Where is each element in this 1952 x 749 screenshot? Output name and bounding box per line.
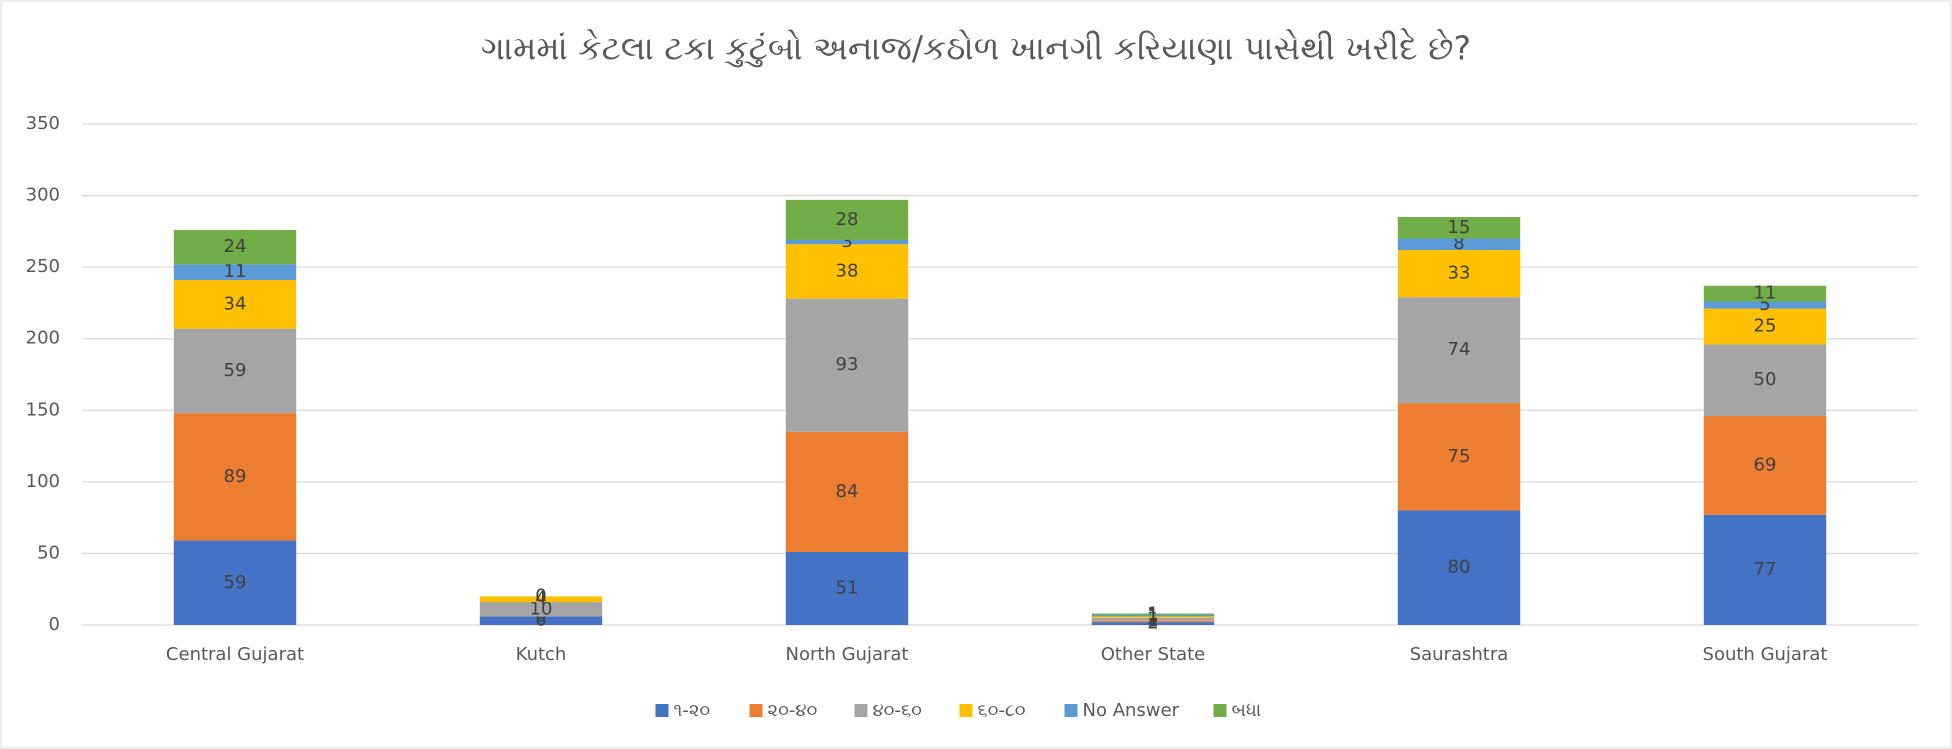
y-tick-label: 350 — [26, 113, 60, 134]
data-label: 89 — [224, 466, 247, 487]
data-label: 80 — [1448, 557, 1471, 578]
data-label: 69 — [1754, 454, 1777, 475]
legend-label: ૨૦-૪૦ — [768, 700, 818, 721]
bar-segment — [1397, 403, 1521, 511]
y-tick-label: 0 — [49, 614, 60, 635]
data-label: 0 — [535, 585, 546, 606]
bar-segment — [1091, 620, 1215, 623]
data-label: 33 — [1448, 263, 1471, 284]
bar-segment — [173, 229, 297, 265]
y-tick-label: 150 — [26, 399, 60, 420]
bar-segment — [1091, 622, 1215, 625]
legend-swatch — [1213, 704, 1227, 717]
bar-segment — [1091, 613, 1215, 615]
bar-segment — [785, 298, 909, 432]
y-tick-label: 100 — [26, 471, 60, 492]
y-tick-label: 300 — [26, 185, 60, 206]
data-label: 11 — [224, 261, 247, 282]
legend-swatch — [854, 704, 868, 717]
data-label: 50 — [1754, 369, 1777, 390]
y-tick-label: 250 — [26, 256, 60, 277]
legend-label: ૧-૨૦ — [674, 700, 711, 721]
bar-segment — [785, 199, 909, 240]
bar-segment — [173, 264, 297, 281]
x-tick-label: Saurashtra — [1410, 644, 1509, 665]
data-label: 84 — [836, 481, 859, 502]
bar-segment — [1703, 416, 1827, 515]
bar-segment — [479, 602, 603, 617]
bar-segment — [785, 551, 909, 625]
legend-swatch — [655, 704, 669, 717]
bar-segment — [1703, 344, 1827, 417]
bar-segment — [1703, 285, 1827, 302]
data-label: 74 — [1448, 339, 1471, 360]
bar-segment — [1703, 308, 1827, 345]
bar-segment — [1091, 614, 1215, 617]
data-label: 93 — [836, 354, 859, 375]
bar-segment — [785, 239, 909, 245]
data-label: 1 — [1147, 603, 1158, 624]
data-label: 28 — [836, 209, 859, 230]
data-label: 4 — [535, 588, 546, 609]
data-label: 10 — [530, 598, 553, 619]
bar-segment — [173, 413, 297, 541]
y-tick-label: 200 — [26, 328, 60, 349]
data-label: 8 — [1453, 233, 1464, 254]
legend-label: ૬૦-૮૦ — [978, 700, 1026, 721]
data-label: 59 — [224, 572, 247, 593]
bar-segment — [1397, 297, 1521, 404]
data-label: 38 — [836, 260, 859, 281]
bar-segment — [173, 280, 297, 329]
data-label: 25 — [1754, 316, 1777, 337]
data-label: 3 — [841, 231, 852, 252]
data-label: 1 — [1147, 606, 1158, 627]
bar-segment — [479, 596, 603, 603]
bar-segment — [1397, 238, 1521, 250]
data-label: 6 — [535, 610, 546, 631]
data-label: 34 — [224, 293, 247, 314]
data-label: 2 — [1147, 613, 1158, 634]
data-label: 0 — [535, 585, 546, 606]
data-label: 15 — [1448, 217, 1471, 238]
legend-label: No Answer — [1083, 700, 1180, 721]
bar-segment — [1091, 617, 1215, 621]
bar-segment — [173, 540, 297, 625]
data-label: 1 — [1147, 605, 1158, 626]
bar-segment — [1091, 616, 1215, 618]
data-label: 59 — [224, 360, 247, 381]
x-tick-label: North Gujarat — [786, 644, 909, 665]
bar-segment — [1703, 301, 1827, 309]
bar-segment — [479, 616, 603, 625]
bar-segment — [1397, 217, 1521, 239]
legend-label: ૪૦-૬૦ — [873, 700, 923, 721]
data-label: 51 — [836, 577, 859, 598]
data-label: 2 — [1147, 608, 1158, 629]
bar-segment — [1703, 514, 1827, 625]
data-label: 75 — [1448, 446, 1471, 467]
legend-swatch — [1064, 704, 1078, 717]
legend-swatch — [959, 704, 973, 717]
x-tick-label: Kutch — [516, 644, 567, 665]
data-label: 11 — [1754, 283, 1777, 304]
y-tick-label: 50 — [37, 542, 60, 563]
x-tick-label: Other State — [1101, 644, 1205, 665]
chart-title: ગામમાં કેટલા ટકા કુટુંબો અનાજ/કઠોળ ખાનગી… — [481, 29, 1471, 68]
data-label: 5 — [1759, 294, 1770, 315]
bar-segment — [1397, 510, 1521, 625]
data-label: 1 — [1147, 610, 1158, 631]
bar-segment — [785, 244, 909, 299]
legend-label: બધા — [1232, 700, 1262, 721]
data-label: 77 — [1754, 559, 1777, 580]
x-tick-label: Central Gujarat — [166, 644, 304, 665]
legend-swatch — [749, 704, 763, 717]
bar-segment — [173, 328, 297, 414]
bar-segment — [1397, 249, 1521, 298]
x-tick-label: South Gujarat — [1703, 644, 1828, 665]
bar-segment — [785, 431, 909, 552]
data-label: 24 — [224, 236, 247, 257]
